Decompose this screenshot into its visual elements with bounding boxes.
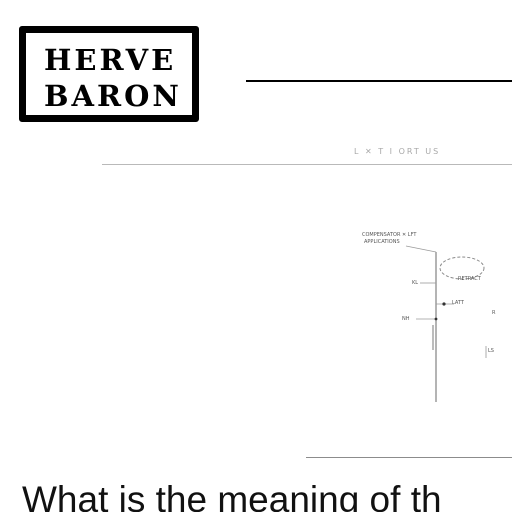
- diagram-label-kl: KL: [412, 280, 419, 286]
- diagram-label-ls: LS: [488, 348, 494, 354]
- diagram-label-r: R: [492, 310, 496, 316]
- diagram-label-nh: NH: [402, 316, 410, 322]
- diagram-divider: [306, 457, 512, 458]
- logo-line-1: HERVE: [44, 43, 177, 77]
- diagram-label-latt: LATT: [452, 300, 464, 306]
- logo-line-2: BARON: [44, 79, 182, 113]
- caption-divider: [102, 164, 512, 165]
- diagram-label-retract: RETRACT: [458, 276, 481, 282]
- diagram-label-applications: APPLICATIONS: [364, 239, 400, 245]
- technical-diagram: COMPENSATOR ✕ LFT APPLICATIONS KL RETRAC…: [350, 222, 512, 407]
- question-heading: What is the meaning of th: [22, 479, 442, 512]
- diagram-label-compensator: COMPENSATOR ✕ LFT: [362, 232, 417, 238]
- faint-caption: L ✕ T I ORT US: [354, 147, 441, 156]
- diagram-drawing: [405, 245, 487, 402]
- header-divider: [246, 80, 512, 82]
- herve-baron-logo: HERVE BARON: [19, 26, 199, 122]
